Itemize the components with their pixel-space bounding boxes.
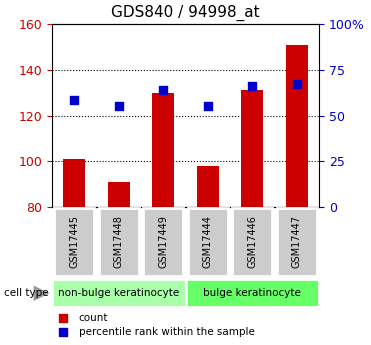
Polygon shape [34, 286, 50, 301]
Bar [241, 90, 263, 207]
Point [60, 329, 66, 335]
Text: count: count [79, 313, 108, 323]
Point [249, 83, 255, 89]
Point [116, 104, 122, 109]
Bar [108, 182, 130, 207]
FancyBboxPatch shape [232, 208, 272, 276]
FancyBboxPatch shape [277, 208, 317, 276]
Text: GSM17448: GSM17448 [114, 215, 124, 268]
Bar [152, 93, 174, 207]
Text: bulge keratinocyte: bulge keratinocyte [203, 288, 301, 298]
FancyBboxPatch shape [188, 208, 228, 276]
FancyBboxPatch shape [52, 279, 186, 307]
Text: GSM17445: GSM17445 [69, 215, 79, 268]
Text: GSM17447: GSM17447 [292, 215, 302, 268]
Bar [63, 159, 85, 207]
Point [60, 315, 66, 321]
Point [205, 104, 211, 109]
FancyBboxPatch shape [186, 279, 319, 307]
Point [294, 81, 300, 86]
Bar [197, 166, 219, 207]
Point [160, 88, 166, 93]
Point [71, 97, 77, 102]
Text: non-bulge keratinocyte: non-bulge keratinocyte [58, 288, 179, 298]
FancyBboxPatch shape [54, 208, 94, 276]
FancyBboxPatch shape [143, 208, 183, 276]
Text: GSM17444: GSM17444 [203, 215, 213, 268]
Title: GDS840 / 94998_at: GDS840 / 94998_at [111, 5, 260, 21]
FancyBboxPatch shape [99, 208, 139, 276]
Text: GSM17449: GSM17449 [158, 215, 168, 268]
Text: percentile rank within the sample: percentile rank within the sample [79, 327, 255, 337]
Bar [286, 45, 308, 207]
Text: GSM17446: GSM17446 [247, 215, 257, 268]
Text: cell type: cell type [4, 288, 48, 298]
